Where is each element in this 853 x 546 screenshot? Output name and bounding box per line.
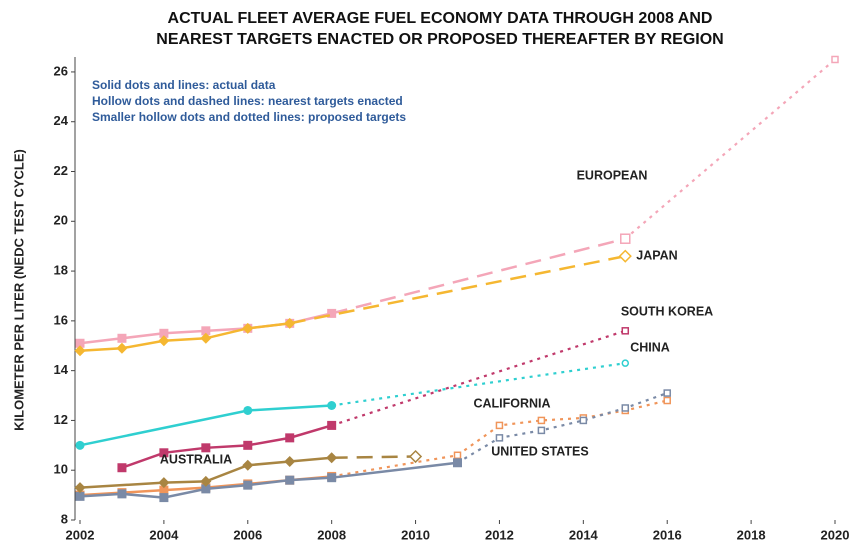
chart-title: NEAREST TARGETS ENACTED OR PROPOSED THER… (156, 31, 723, 48)
series-label: AUSTRALIA (160, 452, 232, 466)
series-line (331, 329, 626, 427)
point (243, 405, 253, 415)
point (831, 55, 839, 64)
point (327, 400, 337, 410)
series-label: JAPAN (636, 248, 677, 262)
series-line (331, 455, 416, 460)
y-tick-label: 18 (54, 263, 68, 278)
x-tick-label: 2010 (401, 527, 430, 542)
point (327, 420, 337, 430)
point (285, 433, 295, 443)
point (453, 451, 462, 460)
point (159, 493, 169, 503)
series-label: SOUTH KOREA (621, 304, 713, 318)
chart-title: ACTUAL FLEET AVERAGE FUEL ECONOMY DATA T… (168, 10, 713, 27)
point (621, 404, 630, 412)
point (201, 326, 211, 336)
y-tick-label: 8 (61, 511, 68, 526)
point (117, 489, 127, 499)
series-line (456, 392, 668, 464)
point (537, 426, 546, 435)
series-label: CALIFORNIA (473, 396, 550, 410)
y-tick-label: 12 (54, 412, 68, 427)
point (116, 342, 128, 354)
point (201, 484, 211, 494)
note: Hollow dots and dashed lines: nearest ta… (92, 94, 403, 108)
x-tick-label: 2012 (485, 527, 514, 542)
point (200, 332, 212, 344)
x-tick-label: 2002 (66, 527, 95, 542)
point (200, 475, 212, 487)
point (158, 335, 170, 347)
series-line (624, 58, 836, 240)
point (75, 440, 85, 450)
series-line (79, 456, 332, 489)
series-line (79, 461, 458, 499)
point (663, 389, 671, 397)
point (159, 328, 169, 338)
point (158, 477, 170, 489)
point (621, 327, 630, 335)
point (326, 452, 338, 464)
point (285, 475, 295, 485)
point (618, 249, 632, 263)
point (159, 485, 169, 495)
series-label: CHINA (630, 340, 670, 354)
y-axis-label: KILOMETER PER LITER (NEDC TEST CYCLE) (11, 149, 26, 431)
series-line (79, 322, 290, 352)
y-tick-label: 24 (54, 113, 69, 128)
y-tick-label: 20 (54, 213, 68, 228)
point (242, 322, 254, 334)
point (284, 317, 296, 329)
point (495, 434, 504, 442)
point (242, 459, 254, 471)
x-tick-label: 2014 (569, 527, 599, 542)
y-tick-label: 10 (54, 462, 68, 477)
point (75, 491, 85, 501)
y-tick-label: 26 (54, 63, 68, 78)
series-line (289, 254, 626, 325)
note: Solid dots and lines: actual data (92, 78, 276, 92)
series-line (331, 237, 626, 315)
point (327, 308, 337, 318)
y-tick-label: 22 (54, 163, 68, 178)
point (75, 338, 85, 348)
x-tick-label: 2008 (317, 527, 346, 542)
point (117, 333, 127, 343)
x-tick-label: 2006 (233, 527, 262, 542)
series-line (121, 424, 333, 469)
point (408, 449, 423, 464)
point (243, 480, 253, 490)
note: Smaller hollow dots and dotted lines: pr… (92, 110, 406, 124)
x-tick-label: 2016 (653, 527, 682, 542)
x-tick-label: 2020 (821, 527, 850, 542)
point (74, 482, 86, 494)
point (537, 416, 546, 425)
point (201, 443, 211, 453)
y-tick-label: 16 (54, 312, 68, 327)
y-tick-label: 14 (54, 362, 69, 377)
point (620, 233, 631, 244)
point (243, 440, 253, 450)
point (495, 421, 504, 430)
point (327, 473, 337, 483)
point (621, 359, 630, 367)
point (159, 448, 169, 458)
point (453, 458, 462, 468)
x-tick-label: 2018 (737, 527, 766, 542)
point (284, 456, 296, 468)
series-line (331, 362, 626, 407)
x-tick-label: 2004 (149, 527, 179, 542)
series-label: UNITED STATES (491, 444, 588, 458)
point (117, 463, 127, 473)
series-label: EUROPEAN (577, 168, 648, 182)
point (74, 345, 86, 357)
point (663, 396, 671, 405)
point (579, 416, 588, 425)
